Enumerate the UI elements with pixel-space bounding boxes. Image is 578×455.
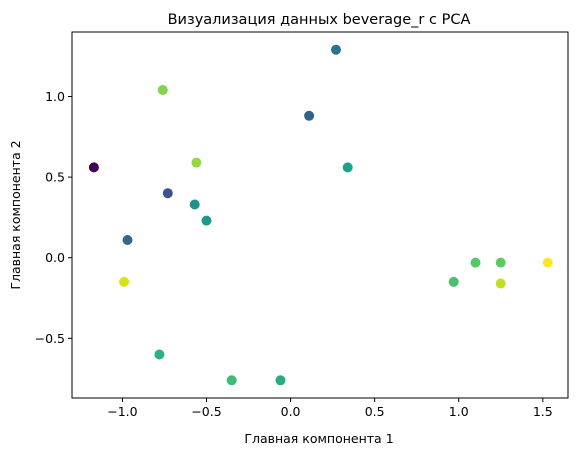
data-point-8 bbox=[342, 162, 353, 173]
data-point-7 bbox=[201, 215, 212, 226]
data-point-17 bbox=[495, 278, 506, 289]
x-axis-ticks: −1.0 −0.5 0.0 0.5 1.0 1.5 bbox=[107, 398, 553, 419]
y-axis-label: Главная компонента 2 bbox=[8, 140, 23, 289]
data-point-6 bbox=[189, 199, 200, 210]
data-point-9 bbox=[275, 375, 286, 386]
data-point-15 bbox=[157, 85, 168, 95]
data-point-11 bbox=[226, 375, 237, 386]
plot-area-frame bbox=[71, 31, 569, 399]
data-point-10 bbox=[154, 349, 165, 360]
x-tick-label: 0.0 bbox=[281, 404, 301, 419]
data-point-3 bbox=[122, 235, 133, 245]
data-point-18 bbox=[119, 276, 130, 287]
data-point-2 bbox=[162, 188, 173, 199]
data-point-13 bbox=[470, 257, 481, 268]
y-tick-label: 1.0 bbox=[45, 89, 65, 104]
x-axis-label: Главная компонента 1 bbox=[244, 431, 393, 446]
x-tick-label: 1.5 bbox=[533, 404, 553, 419]
x-tick-label: 1.0 bbox=[449, 404, 469, 419]
y-axis-ticks: −0.5 0.0 0.5 1.0 bbox=[35, 89, 72, 346]
chart-title: Визуализация данных beverage_r с PCA bbox=[168, 12, 471, 28]
x-tick-label: −1.0 bbox=[107, 404, 137, 419]
data-point-5 bbox=[304, 110, 315, 121]
data-point-14 bbox=[495, 257, 506, 268]
data-point-1 bbox=[88, 162, 99, 173]
x-tick-label: 0.5 bbox=[365, 404, 385, 419]
data-point-12 bbox=[448, 276, 459, 287]
points-layer bbox=[88, 44, 553, 386]
data-point-16 bbox=[191, 157, 202, 168]
x-tick-label: −0.5 bbox=[191, 404, 221, 419]
y-tick-label: −0.5 bbox=[35, 331, 65, 346]
data-point-4 bbox=[331, 44, 341, 55]
data-point-19 bbox=[542, 257, 553, 268]
y-tick-label: 0.5 bbox=[45, 170, 65, 185]
y-tick-label: 0.0 bbox=[45, 250, 65, 265]
